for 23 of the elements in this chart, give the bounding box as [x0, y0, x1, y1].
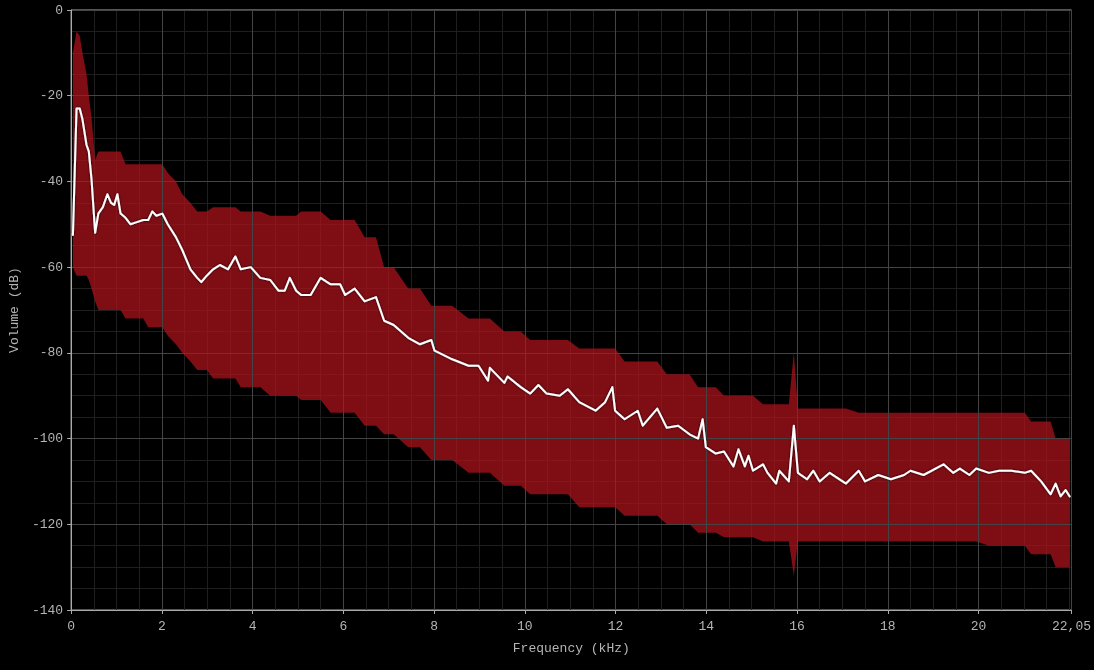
y-tick-label: -140 — [31, 602, 64, 618]
x-tick-label: 0 — [67, 619, 76, 634]
y-tick-label: -60 — [39, 259, 64, 275]
y-tick-label: -40 — [39, 173, 64, 189]
x-tick-label: 20 — [970, 619, 987, 634]
x-tick-label: 12 — [607, 619, 624, 634]
y-axis-title: Volume (dB) — [7, 267, 22, 353]
x-tick-label: 22,05 — [1051, 619, 1091, 634]
y-tick-label: -120 — [31, 516, 64, 532]
x-axis-title: Frequency (kHz) — [512, 641, 630, 656]
x-tick-label: 16 — [789, 619, 805, 634]
x-tick-label: 6 — [339, 619, 348, 634]
x-tick-label: 10 — [516, 619, 533, 634]
x-tick-label: 14 — [698, 619, 715, 634]
y-tick-label: -100 — [31, 431, 64, 447]
x-tick-label: 2 — [157, 619, 166, 634]
y-tick-label: 0 — [55, 2, 64, 18]
x-tick-label: 8 — [430, 619, 438, 634]
x-tick-label: 18 — [879, 619, 896, 634]
line-series — [71, 107, 1071, 498]
x-tick-label: 4 — [248, 619, 257, 634]
y-tick-label: -80 — [39, 345, 64, 361]
y-tick-label: -20 — [39, 88, 64, 104]
